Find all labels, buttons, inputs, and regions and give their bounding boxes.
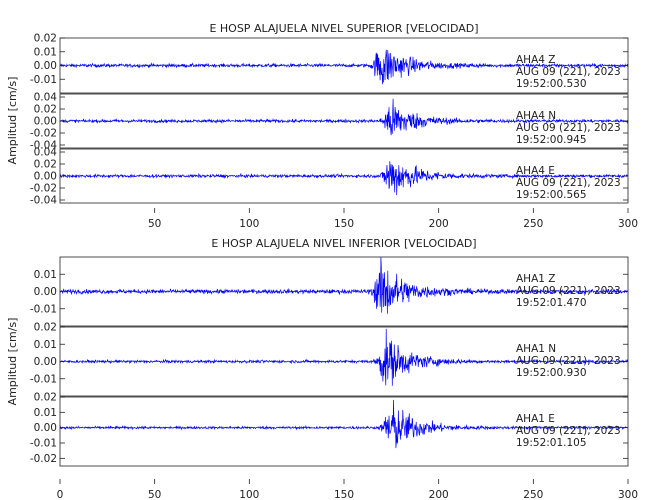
station-label: AHA4 E [516,165,555,177]
y-tick-label: 0.02 [34,322,57,334]
x-tick-label: 100 [239,218,259,230]
time-label: 19:52:00.930 [516,367,587,379]
x-tick-label: 0 [57,489,64,500]
seismic-trace-line [59,49,629,85]
seismic-trace-line [59,161,629,196]
y-tick-label: -0.01 [30,438,57,450]
x-tick-label: 50 [148,218,161,230]
y-tick-label: 0.00 [34,286,57,298]
y-tick-label: 0.00 [34,116,57,128]
y-tick-label: 0.00 [34,171,57,183]
y-tick-label: -0.04 [30,140,57,152]
x-tick-label: 100 [239,489,259,500]
x-tick-label: 250 [523,218,543,230]
y-axis-label: Amplitud [cm/s] [6,77,19,165]
panel-frame [59,396,629,467]
y-tick-label: -0.01 [30,74,57,86]
time-label: 19:52:00.565 [516,189,587,201]
x-tick-label: 200 [429,489,449,500]
station-label: AHA4 Z [516,54,555,66]
y-tick-label: -0.04 [30,195,57,207]
chart-title: E HOSP ALAJUELA NIVEL INFERIOR [VELOCIDA… [211,237,476,250]
date-label: AUG 09 (221), 2023 [516,355,621,367]
y-tick-label: 0.01 [34,269,57,281]
x-tick-label: 50 [148,489,161,500]
y-axis-label: Amplitud [cm/s] [6,318,19,406]
time-label: 19:52:00.530 [516,78,587,90]
y-tick-label: 0.01 [34,339,57,351]
date-label: AUG 09 (221), 2023 [516,122,621,134]
y-tick-label: 0.01 [34,46,57,58]
y-tick-label: 0.00 [34,422,57,434]
time-label: 19:52:01.470 [516,297,587,309]
y-tick-label: 0.02 [34,104,57,116]
y-tick-label: -0.02 [30,128,57,140]
station-label: AHA1 N [516,343,556,355]
y-tick-label: -0.02 [30,183,57,195]
y-tick-label: 0.01 [34,407,57,419]
y-tick-label: 0.04 [34,147,58,159]
time-label: 19:52:00.945 [516,134,587,146]
date-label: AUG 09 (221), 2023 [516,425,621,437]
y-tick-label: 0.00 [34,60,57,72]
date-label: AUG 09 (221), 2023 [516,66,621,78]
station-label: AHA1 E [516,413,555,425]
date-label: AUG 09 (221), 2023 [516,285,621,297]
chart-inferior: E HOSP ALAJUELA NIVEL INFERIOR [VELOCIDA… [6,237,638,500]
y-tick-label: 0.00 [34,356,57,368]
station-label: AHA1 Z [516,273,555,285]
y-tick-label: 0.04 [34,92,58,104]
seismic-trace-line [59,328,629,386]
seismic-trace-line [59,399,629,449]
seismic-trace-line [59,98,629,136]
chart-superior: E HOSP ALAJUELA NIVEL SUPERIOR [VELOCIDA… [6,22,638,230]
chart-title: E HOSP ALAJUELA NIVEL SUPERIOR [VELOCIDA… [209,22,478,35]
station-label: AHA4 N [516,110,556,122]
x-tick-label: 250 [523,489,543,500]
y-tick-label: -0.01 [30,303,57,315]
y-tick-label: -0.02 [30,453,57,465]
y-tick-label: 0.02 [34,392,57,404]
x-tick-label: 300 [618,218,638,230]
y-tick-label: 0.02 [34,159,57,171]
x-tick-label: 300 [618,489,638,500]
x-tick-label: 200 [429,218,449,230]
x-tick-label: 150 [334,489,354,500]
x-tick-label: 150 [334,218,354,230]
y-tick-label: 0.02 [34,33,57,45]
y-tick-label: -0.01 [30,373,57,385]
date-label: AUG 09 (221), 2023 [516,177,621,189]
time-label: 19:52:01.105 [516,437,587,449]
seismic-trace-line [59,256,629,314]
